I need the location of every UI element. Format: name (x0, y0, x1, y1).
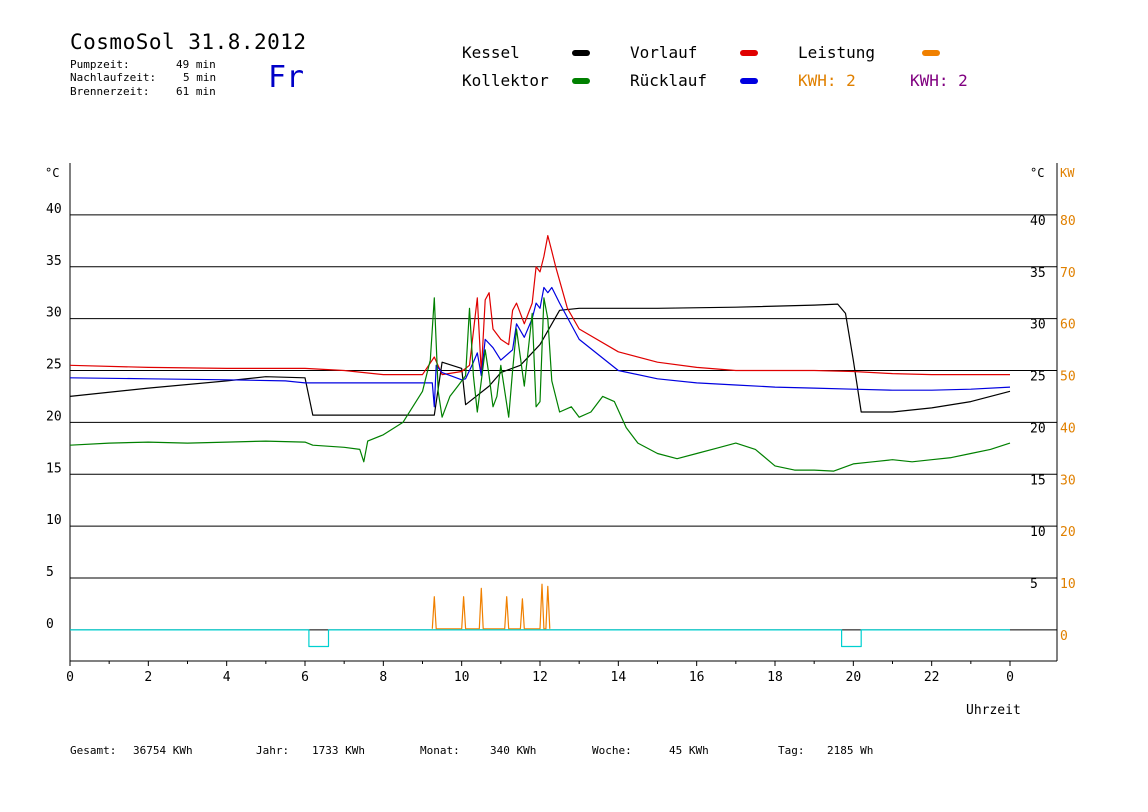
legend-kwh-total-label: KWH: 2 (798, 71, 856, 90)
x-tick-label-10: 20 (846, 670, 862, 685)
footer-woche-label: Woche: (592, 744, 632, 757)
footer-tag-label: Tag: (778, 744, 805, 757)
page-title: CosmoSol 31.8.2012 (70, 30, 307, 54)
footer-monat-value: 340 KWh (490, 744, 537, 757)
x-tick-label-4: 8 (379, 670, 387, 685)
stat-nachlaufzeit-value: 5 min (183, 71, 217, 84)
x-tick-label-12: 0 (1006, 670, 1014, 685)
x-tick-label-2: 4 (223, 670, 231, 685)
y-tick-right-power-0: 0 (1060, 629, 1068, 644)
y-tick-left-15: 15 (46, 461, 62, 476)
x-tick-label-3: 6 (301, 670, 309, 685)
y-tick-right-temp-30: 30 (1030, 318, 1046, 333)
stat-nachlaufzeit-label: Nachlaufzeit: (70, 71, 157, 84)
legend-leistung-swatch (922, 50, 940, 56)
y-tick-left-5: 5 (46, 565, 54, 580)
series-vorlauf (69, 235, 1010, 376)
y-tick-right-temp-35: 35 (1030, 266, 1046, 281)
legend-kwh-solar-label: KWH: 2 (910, 71, 968, 90)
y-tick-right-power-30: 30 (1060, 473, 1076, 488)
stat-brennerzeit-value: 61 min (176, 85, 216, 98)
y-unit-left: °C (45, 166, 59, 180)
legend-kollektor-swatch (572, 78, 590, 84)
y-tick-right-power-40: 40 (1060, 421, 1076, 436)
y-tick-right-temp-5: 5 (1030, 577, 1038, 592)
footer-gesamt-label: Gesamt: (70, 744, 117, 757)
y-tick-right-temp-10: 10 (1030, 525, 1046, 540)
y-unit-right-power: KW (1060, 166, 1075, 180)
x-tick-label-1: 2 (144, 670, 152, 685)
y-tick-right-power-20: 20 (1060, 525, 1076, 540)
y-tick-right-power-10: 10 (1060, 577, 1076, 592)
y-tick-left-25: 25 (46, 358, 62, 373)
x-tick-label-7: 14 (611, 670, 627, 685)
legend-kollektor-label: Kollektor (462, 71, 549, 90)
x-tick-label-9: 18 (767, 670, 783, 685)
y-tick-right-power-70: 70 (1060, 266, 1076, 281)
x-axis-label: Uhrzeit (966, 703, 1021, 718)
legend-kessel-swatch (572, 50, 590, 56)
stat-brennerzeit-label: Brennerzeit: (70, 85, 150, 98)
y-tick-left-40: 40 (46, 202, 62, 217)
y-tick-left-20: 20 (46, 409, 62, 424)
y-unit-right-temp: °C (1030, 166, 1044, 180)
stat-pumpzeit-label: Pumpzeit: (70, 58, 130, 71)
footer-jahr-value: 1733 KWh (312, 744, 365, 757)
footer-monat-label: Monat: (420, 744, 460, 757)
legend-vorlauf-swatch (740, 50, 758, 56)
series-kessel (69, 303, 1011, 416)
y-tick-right-power-80: 80 (1060, 214, 1076, 229)
footer-jahr-label: Jahr: (256, 744, 290, 757)
y-tick-left-35: 35 (46, 254, 62, 269)
footer-gesamt-value: 36754 KWh (133, 744, 193, 757)
footer-woche-value: 45 KWh (669, 744, 709, 757)
series-ruecklauf (69, 286, 1011, 408)
series-pumpe (70, 629, 1010, 648)
y-tick-right-temp-20: 20 (1030, 421, 1046, 436)
legend-ruecklauf-swatch (740, 78, 758, 84)
y-tick-right-temp-40: 40 (1030, 214, 1046, 229)
y-tick-right-power-50: 50 (1060, 370, 1076, 385)
footer-tag-value: 2185 Wh (827, 744, 874, 757)
x-tick-label-11: 22 (924, 670, 940, 685)
x-tick-label-8: 16 (689, 670, 705, 685)
series-kollektor (69, 297, 1011, 472)
y-tick-left-10: 10 (46, 513, 62, 528)
y-tick-left-30: 30 (46, 306, 62, 321)
weekday-label: Fr (268, 60, 305, 95)
series-leistung (431, 583, 551, 630)
x-tick-label-6: 12 (532, 670, 548, 685)
x-tick-label-5: 10 (454, 670, 470, 685)
y-tick-right-power-60: 60 (1060, 318, 1076, 333)
y-tick-right-temp-25: 25 (1030, 370, 1046, 385)
legend-ruecklauf-label: Rücklauf (630, 71, 708, 90)
stat-pumpzeit-value: 49 min (176, 58, 216, 71)
legend-leistung-label: Leistung (798, 43, 876, 62)
y-tick-right-temp-15: 15 (1030, 473, 1046, 488)
x-tick-label-0: 0 (66, 670, 74, 685)
temperature-chart: 0510152025303540510152025303540010203040… (45, 163, 1076, 718)
legend-vorlauf-label: Vorlauf (630, 43, 698, 62)
legend-kessel-label: Kessel (462, 43, 520, 62)
y-tick-left-0: 0 (46, 617, 54, 632)
